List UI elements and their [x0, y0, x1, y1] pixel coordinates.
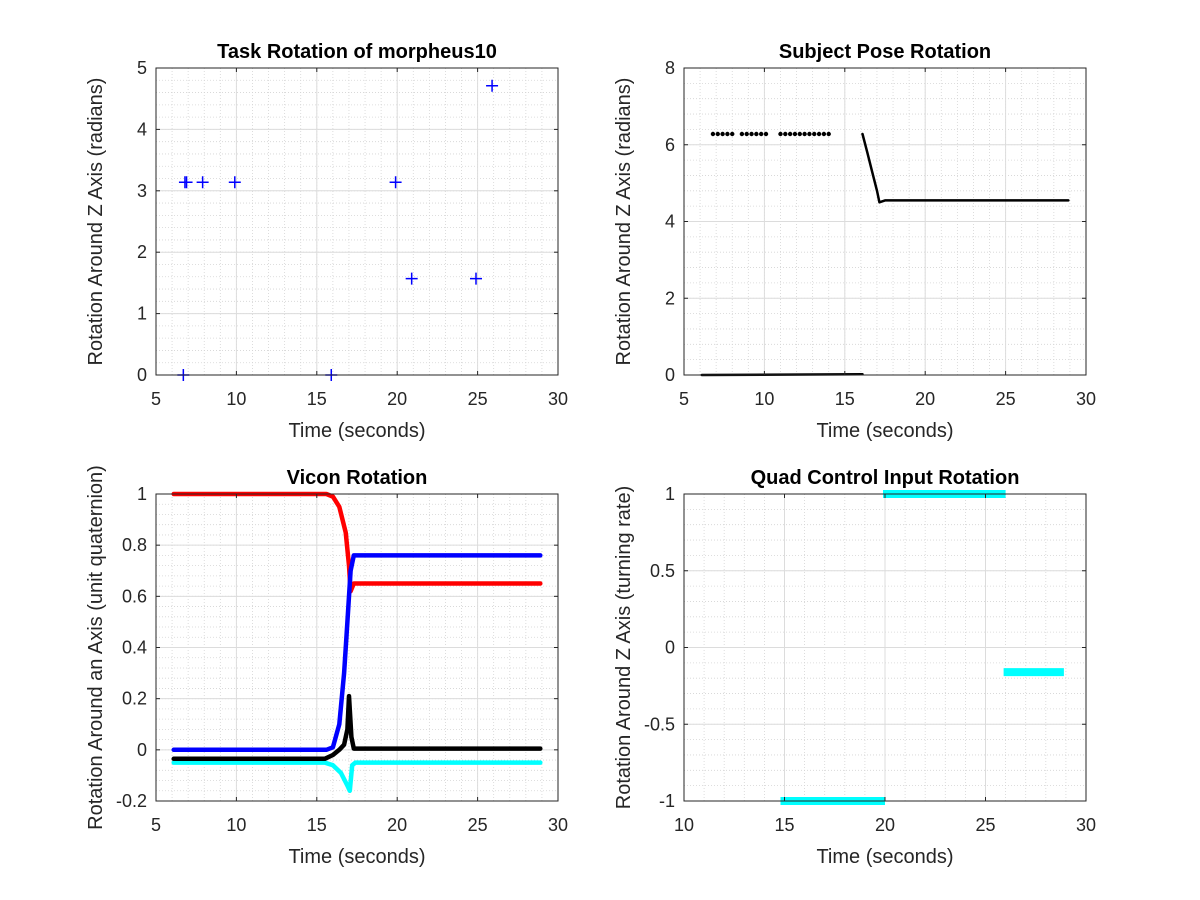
- series-1-point: [783, 131, 788, 137]
- y-tick-label: 3: [137, 181, 147, 201]
- x-tick-label: 30: [1076, 815, 1096, 835]
- series-1-point: [821, 131, 827, 137]
- series-1-point: [758, 131, 764, 137]
- y-tick-label: 2: [137, 242, 147, 262]
- series-1-point: [715, 131, 720, 137]
- x-axis-label: Time (seconds): [288, 420, 425, 442]
- x-tick-label: 5: [151, 815, 161, 835]
- x-tick-label: 20: [875, 815, 895, 835]
- x-tick-label: 10: [226, 815, 246, 835]
- series-1-point: [405, 272, 418, 285]
- series-1-point: [469, 272, 482, 285]
- series-1-point: [749, 131, 754, 137]
- x-axis-label: Time (seconds): [816, 420, 953, 442]
- series-1-point: [812, 131, 817, 137]
- series-1-point: [720, 131, 725, 137]
- series-1-point: [739, 131, 745, 137]
- series-1-point: [228, 176, 241, 189]
- x-tick-label: 30: [548, 815, 568, 835]
- series-1-point: [792, 131, 798, 137]
- x-tick-label: 20: [387, 815, 407, 835]
- series-3-line: [861, 132, 1070, 204]
- series-1-point: [763, 131, 769, 137]
- y-axis-label: Rotation Around Z Axis (radians): [85, 78, 107, 366]
- x-tick-label: 25: [468, 389, 488, 409]
- series-1-point: [802, 131, 807, 137]
- series-1-line: [171, 491, 543, 594]
- x-tick-label: 25: [996, 389, 1016, 409]
- y-tick-label: 0.8: [122, 535, 147, 555]
- chart-title: Vicon Rotation: [287, 467, 428, 489]
- series-1-point: [778, 131, 783, 137]
- series-1-point: [816, 131, 822, 137]
- subplot-quad-control-input-rotation: 10 15 20 25 30 -1 -0.5 0 0.5 1 Quad Control Input …: [613, 467, 1096, 868]
- y-tick-label: 0.6: [122, 586, 147, 606]
- x-tick-label: 20: [387, 389, 407, 409]
- y-axis-label: Rotation Around an Axis (unit quaternion…: [85, 465, 107, 830]
- series-1-point: [787, 131, 793, 137]
- y-tick-label: 1: [137, 304, 147, 324]
- chart-title: Quad Control Input Rotation: [751, 467, 1020, 489]
- x-tick-label: 5: [679, 389, 689, 409]
- y-tick-label: 0.5: [650, 561, 675, 581]
- subplot-vicon-rotation: 5 10 15 20 25 30 -0.2 0 0.2 0.4 0.6 0.8 1 Vicon Rotat…: [85, 465, 568, 868]
- y-tick-label: 4: [137, 119, 147, 139]
- x-tick-label: 25: [468, 815, 488, 835]
- x-tick-label: 30: [548, 389, 568, 409]
- y-tick-label: 0: [137, 740, 147, 760]
- y-tick-label: 5: [137, 58, 147, 78]
- x-tick-label: 15: [774, 815, 794, 835]
- x-tick-label: 10: [754, 389, 774, 409]
- series-2-line: [171, 553, 543, 753]
- y-tick-label: 0.2: [122, 689, 147, 709]
- y-tick-label: 0: [665, 365, 675, 385]
- y-tick-label: 1: [665, 484, 675, 504]
- x-axis-label: Time (seconds): [288, 846, 425, 868]
- y-axis-label: Rotation Around Z Axis (radians): [613, 78, 635, 366]
- y-tick-label: 6: [665, 135, 675, 155]
- series-4-line: [171, 693, 543, 762]
- x-axis-label: Time (seconds): [816, 846, 953, 868]
- y-tick-label: 4: [665, 212, 675, 232]
- x-tick-label: 10: [226, 389, 246, 409]
- series-1-point: [807, 131, 812, 137]
- series-1-point: [710, 131, 716, 137]
- subplot-task-rotation: 5 10 15 20 25 30 0 1 2 3 4 5 Task Rotation of morphe…: [85, 41, 568, 442]
- subplot-subject-pose-rotation: 5 10 15 20 25 30 0 2 4 6 8 Subject Pose Rotation Tim…: [613, 41, 1096, 442]
- x-tick-label: 15: [307, 389, 327, 409]
- y-tick-label: 2: [665, 288, 675, 308]
- y-tick-label: 8: [665, 58, 675, 78]
- axes-box: [155, 67, 559, 376]
- y-tick-label: -0.5: [644, 714, 675, 734]
- y-axis-label: Rotation Around Z Axis (turning rate): [613, 486, 635, 810]
- chart-title: Task Rotation of morpheus10: [217, 41, 497, 63]
- x-tick-label: 25: [975, 815, 995, 835]
- y-tick-label: 1: [137, 484, 147, 504]
- series-1-point: [725, 131, 730, 137]
- y-tick-label: 0.4: [122, 638, 147, 658]
- y-tick-label: 0: [665, 638, 675, 658]
- x-tick-label: 15: [835, 389, 855, 409]
- y-tick-label: -0.2: [116, 791, 147, 811]
- plot-area: [156, 68, 558, 375]
- series-1-point: [744, 131, 749, 137]
- series-1-point: [730, 131, 735, 137]
- x-tick-label: 30: [1076, 389, 1096, 409]
- y-tick-label: -1: [659, 791, 675, 811]
- series-1-point: [797, 131, 802, 137]
- series-1-point: [486, 79, 499, 92]
- x-tick-label: 15: [307, 815, 327, 835]
- x-tick-label: 20: [915, 389, 935, 409]
- series-1-point: [196, 176, 209, 189]
- chart-title: Subject Pose Rotation: [779, 41, 991, 63]
- series-1-point: [180, 176, 193, 189]
- series-1-point: [389, 176, 402, 189]
- y-tick-label: 0: [137, 365, 147, 385]
- series-3-line: [171, 760, 543, 794]
- series-1-point: [826, 131, 831, 137]
- series-1-point: [754, 131, 759, 137]
- x-tick-label: 10: [674, 815, 694, 835]
- x-tick-label: 5: [151, 389, 161, 409]
